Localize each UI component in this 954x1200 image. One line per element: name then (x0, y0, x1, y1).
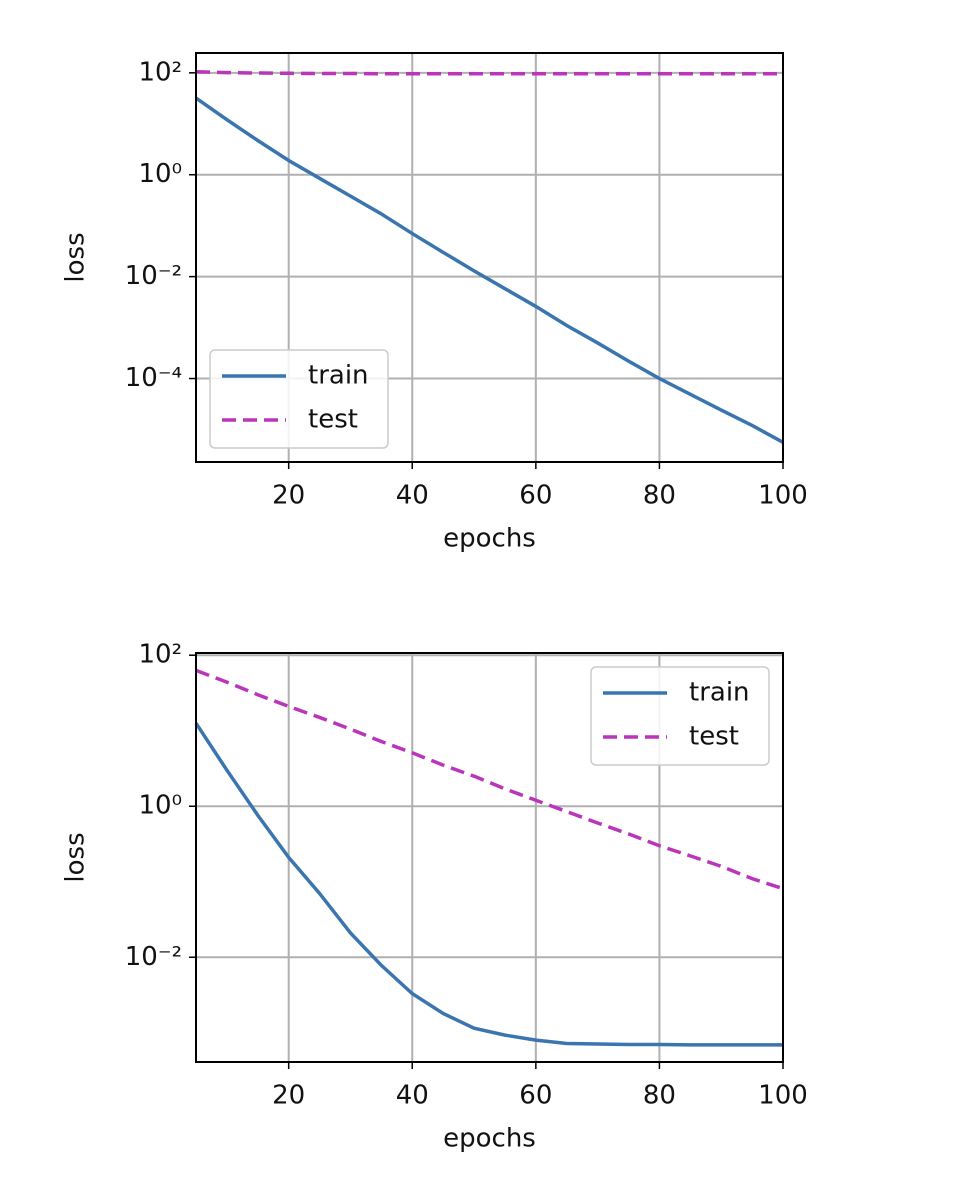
x-tick-label: 40 (396, 1081, 429, 1111)
y-tick-label: 10⁻² (125, 942, 182, 972)
y-tick-label: 10² (138, 57, 182, 87)
y-axis-label: loss (61, 232, 91, 282)
series-line (194, 722, 783, 1047)
legend-label: test (308, 405, 358, 435)
x-tick-label: 80 (643, 481, 676, 511)
y-tick-label: 10⁰ (138, 159, 182, 189)
axes-frame (195, 52, 784, 463)
legend-label: test (689, 722, 739, 752)
legend-label: train (689, 678, 750, 708)
x-tick-label: 100 (758, 1081, 808, 1111)
x-axis-label: epochs (443, 524, 536, 554)
x-tick-label: 20 (272, 481, 305, 511)
x-tick-label: 80 (643, 1081, 676, 1111)
y-axis-label: loss (61, 832, 91, 882)
axes-frame (195, 652, 784, 1063)
legend-label: train (308, 361, 369, 391)
y-tick-label: 10⁰ (138, 791, 182, 821)
y-tick-label: 10² (138, 640, 182, 670)
x-tick-label: 40 (396, 481, 429, 511)
series-line (195, 69, 783, 76)
x-tick-label: 20 (272, 1081, 305, 1111)
x-tick-label: 100 (758, 481, 808, 511)
x-tick-label: 60 (519, 1081, 552, 1111)
series-line (194, 96, 784, 444)
x-axis-label: epochs (443, 1124, 536, 1154)
x-tick-label: 60 (519, 481, 552, 511)
y-tick-label: 10⁻² (125, 261, 182, 291)
y-tick-label: 10⁻⁴ (125, 363, 182, 393)
